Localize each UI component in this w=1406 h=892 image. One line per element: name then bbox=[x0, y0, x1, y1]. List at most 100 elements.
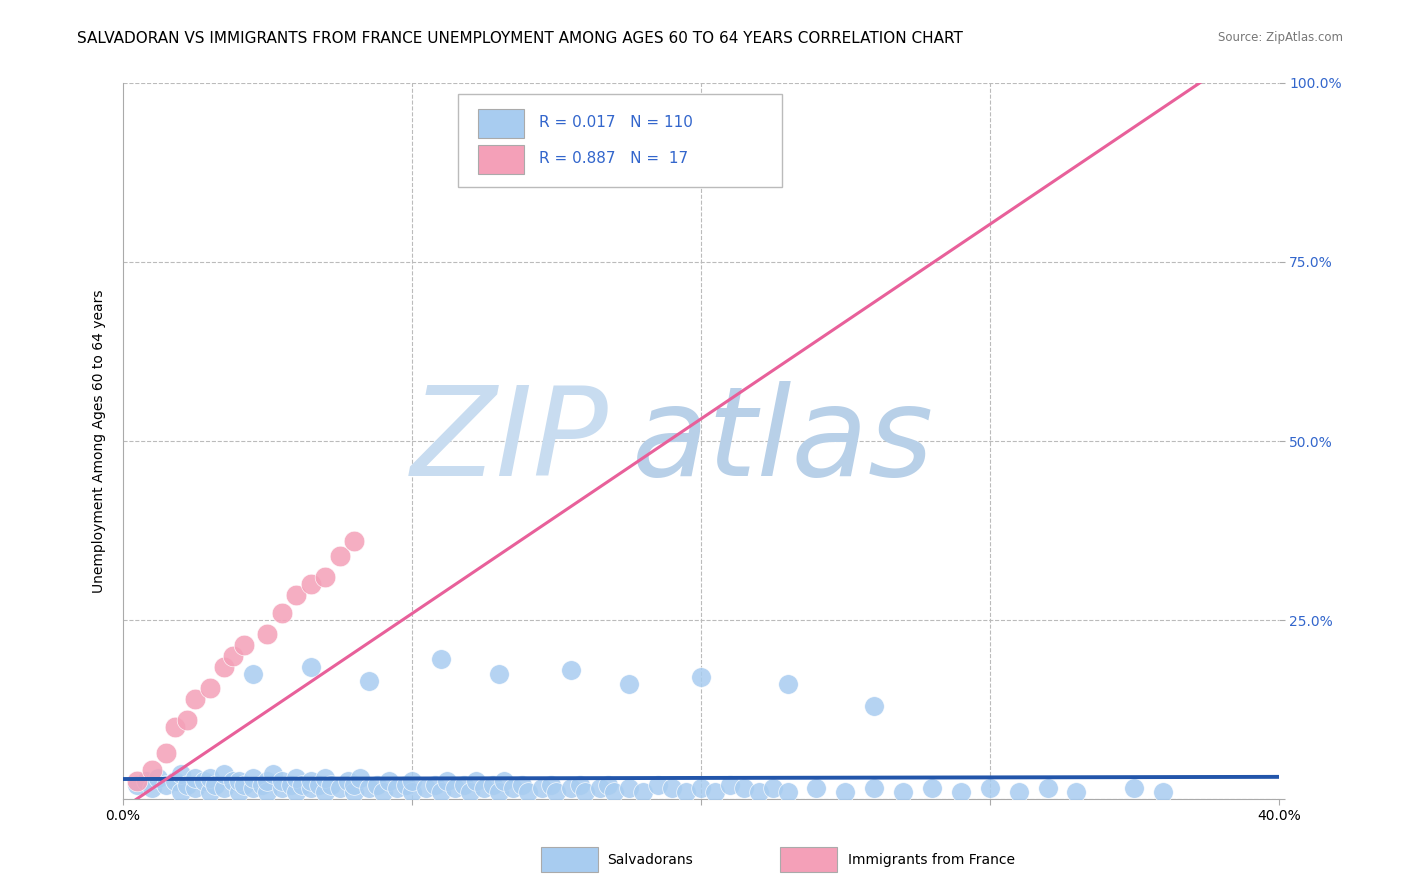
Point bbox=[733, 781, 755, 796]
Point bbox=[271, 774, 294, 789]
Point bbox=[718, 778, 741, 792]
Point bbox=[589, 781, 612, 796]
Point bbox=[170, 767, 193, 781]
Text: Immigrants from France: Immigrants from France bbox=[848, 853, 1015, 867]
Point bbox=[193, 774, 215, 789]
Point bbox=[689, 670, 711, 684]
Point bbox=[863, 698, 886, 713]
Point bbox=[285, 588, 308, 602]
Point bbox=[949, 785, 972, 799]
Point bbox=[250, 778, 273, 792]
Point bbox=[198, 785, 221, 799]
Point bbox=[155, 778, 177, 792]
Point bbox=[176, 778, 198, 792]
Point bbox=[222, 648, 245, 663]
Point bbox=[127, 774, 149, 789]
Point bbox=[661, 781, 683, 796]
Point bbox=[176, 713, 198, 727]
Point bbox=[704, 785, 727, 799]
Point bbox=[146, 771, 169, 785]
Point bbox=[198, 681, 221, 695]
Point bbox=[675, 785, 697, 799]
Point bbox=[979, 781, 1001, 796]
Point bbox=[1036, 781, 1059, 796]
Point bbox=[430, 785, 453, 799]
Text: ZIP: ZIP bbox=[411, 381, 609, 501]
Point bbox=[349, 771, 371, 785]
Point bbox=[502, 781, 524, 796]
Point bbox=[603, 785, 626, 799]
Point bbox=[366, 778, 388, 792]
FancyBboxPatch shape bbox=[478, 110, 524, 138]
Point bbox=[242, 781, 264, 796]
Point bbox=[141, 781, 163, 796]
Point bbox=[574, 785, 596, 799]
Point bbox=[337, 774, 360, 789]
FancyBboxPatch shape bbox=[478, 145, 524, 174]
Point bbox=[233, 638, 256, 652]
Point bbox=[212, 767, 235, 781]
Point bbox=[488, 785, 510, 799]
Point bbox=[395, 778, 418, 792]
Text: SALVADORAN VS IMMIGRANTS FROM FRANCE UNEMPLOYMENT AMONG AGES 60 TO 64 YEARS CORR: SALVADORAN VS IMMIGRANTS FROM FRANCE UNE… bbox=[77, 31, 963, 46]
Point bbox=[314, 785, 336, 799]
Point bbox=[271, 781, 294, 796]
Point bbox=[212, 781, 235, 796]
Point bbox=[631, 785, 654, 799]
Point bbox=[170, 785, 193, 799]
Text: Salvadorans: Salvadorans bbox=[607, 853, 693, 867]
Point bbox=[314, 570, 336, 584]
Point bbox=[343, 534, 366, 549]
Point bbox=[271, 606, 294, 620]
Point bbox=[343, 785, 366, 799]
Point bbox=[163, 721, 186, 735]
Point bbox=[285, 785, 308, 799]
Point bbox=[233, 778, 256, 792]
Point bbox=[387, 781, 409, 796]
Point bbox=[228, 774, 250, 789]
Point bbox=[568, 778, 591, 792]
Point bbox=[516, 785, 538, 799]
Point bbox=[863, 781, 886, 796]
Point bbox=[155, 746, 177, 760]
Point bbox=[510, 778, 533, 792]
Point bbox=[256, 627, 278, 641]
Point bbox=[184, 781, 207, 796]
Point bbox=[163, 774, 186, 789]
Point bbox=[285, 771, 308, 785]
Point bbox=[291, 778, 314, 792]
Point bbox=[423, 778, 446, 792]
Point bbox=[357, 781, 380, 796]
FancyBboxPatch shape bbox=[458, 94, 782, 186]
Point bbox=[371, 785, 394, 799]
Text: Source: ZipAtlas.com: Source: ZipAtlas.com bbox=[1218, 31, 1343, 45]
Point bbox=[472, 781, 495, 796]
Point bbox=[127, 778, 149, 792]
Point bbox=[436, 774, 458, 789]
Point bbox=[689, 781, 711, 796]
Point bbox=[135, 774, 157, 789]
Point bbox=[560, 663, 582, 677]
Point bbox=[184, 691, 207, 706]
Point bbox=[762, 781, 785, 796]
Point bbox=[891, 785, 914, 799]
Point bbox=[299, 774, 322, 789]
Point bbox=[1152, 785, 1174, 799]
Point bbox=[560, 781, 582, 796]
Point bbox=[453, 778, 475, 792]
Point bbox=[1066, 785, 1088, 799]
Point bbox=[212, 659, 235, 673]
Point bbox=[280, 778, 302, 792]
Point bbox=[204, 778, 226, 792]
Point bbox=[617, 677, 640, 691]
Point bbox=[488, 666, 510, 681]
Point bbox=[617, 781, 640, 796]
Point bbox=[299, 781, 322, 796]
Point bbox=[494, 774, 516, 789]
Point bbox=[482, 778, 505, 792]
Point bbox=[308, 778, 330, 792]
Point bbox=[834, 785, 856, 799]
Point bbox=[343, 778, 366, 792]
Point bbox=[329, 549, 352, 563]
Y-axis label: Unemployment Among Ages 60 to 64 years: Unemployment Among Ages 60 to 64 years bbox=[93, 289, 107, 593]
